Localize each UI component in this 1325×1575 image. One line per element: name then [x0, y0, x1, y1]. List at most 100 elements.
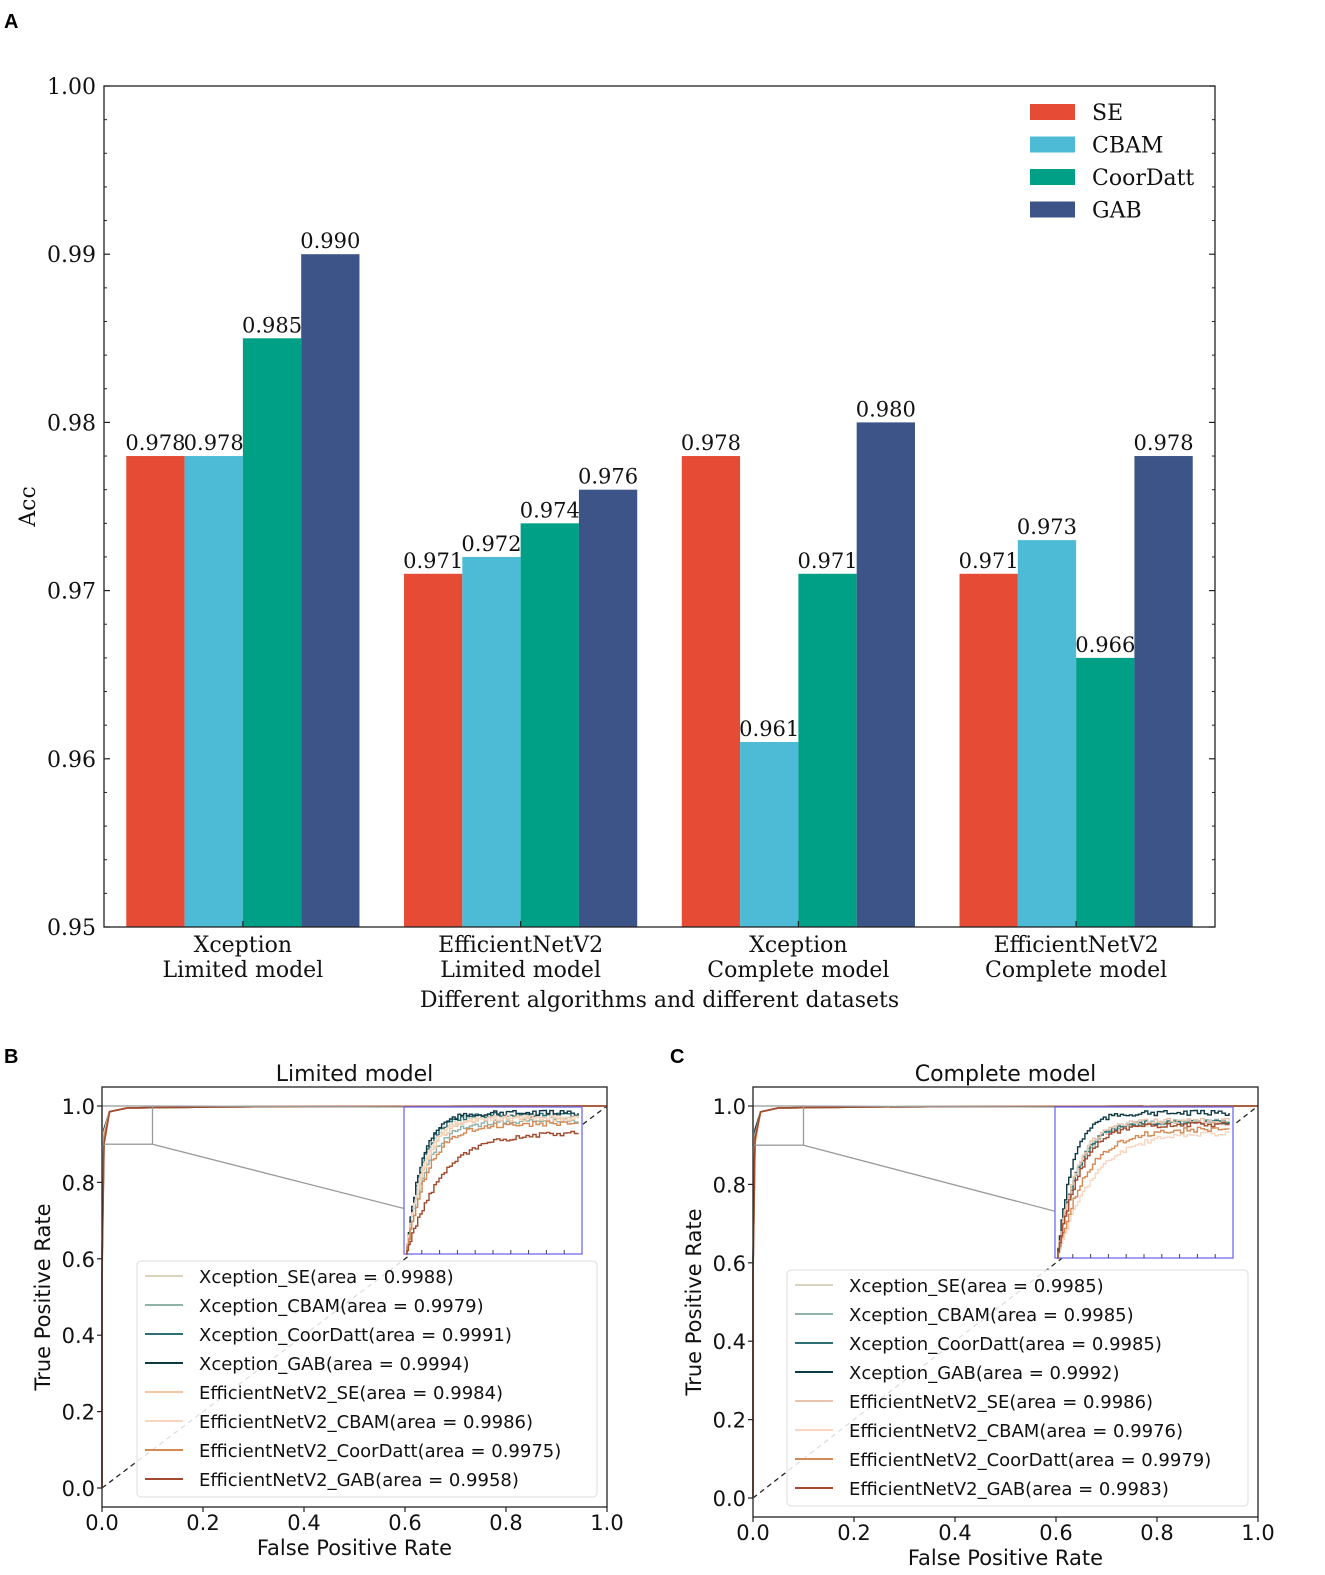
legend-label: EfficientNetV2_GAB(area = 0.9958) — [199, 1470, 519, 1491]
y-tick-label: 1.00 — [47, 75, 96, 100]
x-tick-label-line1: EfficientNetV2 — [994, 933, 1159, 958]
y-axis-label: Acc — [16, 486, 41, 528]
legend-swatch-coordatt — [1030, 169, 1075, 185]
inset-roc-curve — [406, 1120, 579, 1255]
x-tick-label-line2: Limited model — [440, 958, 601, 983]
zoom-inset — [403, 1106, 583, 1255]
legend-label: EfficientNetV2_CoorDatt(area = 0.9975) — [199, 1441, 561, 1462]
data-label: 0.990 — [300, 229, 360, 253]
y-tick-label: 0.2 — [713, 1409, 746, 1433]
bar-cbam-0 — [184, 456, 243, 927]
y-tick-label: 1.0 — [713, 1095, 746, 1119]
data-label: 0.961 — [739, 717, 799, 741]
legend-label: Xception_CBAM(area = 0.9979) — [199, 1296, 484, 1317]
legend-label: EfficientNetV2_GAB(area = 0.9983) — [849, 1479, 1169, 1500]
bar-cbam-2 — [740, 741, 799, 927]
data-label: 0.978 — [1134, 431, 1194, 455]
bar-gab-1 — [578, 489, 638, 927]
zoom-connector — [152, 1105, 405, 1108]
inset-roc-curve — [1057, 1126, 1230, 1259]
y-tick-label: 0.99 — [47, 243, 96, 268]
bar-gab-0 — [301, 254, 360, 927]
bar-coordatt-2 — [798, 573, 857, 927]
x-tick-label-line2: Complete model — [985, 958, 1167, 983]
x-tick-label: 0.2 — [837, 1521, 870, 1545]
bar-coordatt-1 — [520, 523, 579, 927]
inset-roc-curve — [1057, 1109, 1230, 1259]
x-tick-label: 0.0 — [736, 1521, 769, 1545]
legend-label: Xception_CoorDatt(area = 0.9985) — [849, 1334, 1162, 1355]
y-tick-label: 0.96 — [47, 748, 96, 773]
data-label: 0.966 — [1075, 633, 1135, 657]
legend-swatch-se — [1030, 104, 1075, 120]
bar-gab-3 — [1134, 456, 1193, 927]
y-tick-label: 0.4 — [713, 1330, 746, 1354]
x-tick-label: 0.8 — [1140, 1521, 1173, 1545]
bar-cbam-3 — [1017, 540, 1077, 927]
plot-frame — [101, 1086, 608, 1508]
data-label: 0.973 — [1017, 515, 1077, 539]
legend-swatch-gab — [1030, 201, 1075, 218]
plot-frame — [103, 85, 1216, 928]
x-tick-label: 1.0 — [1241, 1521, 1274, 1545]
x-tick-label: 0.8 — [489, 1511, 522, 1535]
bar-se-2 — [681, 456, 741, 927]
legend-label: Xception_GAB(area = 0.9992) — [849, 1363, 1120, 1384]
data-label: 0.974 — [520, 498, 580, 522]
y-tick-label: 0.8 — [62, 1171, 95, 1195]
bar-se-1 — [404, 573, 463, 927]
data-label: 0.976 — [578, 465, 638, 489]
y-axis-label: True Positive Rate — [31, 1203, 55, 1391]
y-tick-label: 0.0 — [62, 1477, 95, 1501]
data-label: 0.980 — [856, 397, 916, 421]
inset-roc-curve — [406, 1109, 579, 1255]
legend-label: Xception_CoorDatt(area = 0.9991) — [199, 1325, 512, 1346]
legend-label: Xception_GAB(area = 0.9994) — [199, 1354, 470, 1375]
legend-box — [786, 1269, 1249, 1507]
bar-cbam-1 — [462, 556, 521, 927]
x-axis-label: False Positive Rate — [908, 1546, 1103, 1570]
legend-label: CoorDatt — [1092, 166, 1194, 191]
x-axis-label: False Positive Rate — [257, 1536, 452, 1560]
legend-label: EfficientNetV2_CoorDatt(area = 0.9979) — [849, 1450, 1211, 1471]
x-tick-label-line1: Xception — [749, 933, 847, 958]
inset-roc-curve — [1057, 1121, 1230, 1259]
y-tick-label: 0.8 — [713, 1173, 746, 1197]
y-tick-label: 0.0 — [713, 1487, 746, 1511]
bar-se-0 — [126, 456, 185, 927]
y-tick-label: 0.4 — [62, 1324, 95, 1348]
legend-label: CBAM — [1092, 134, 1163, 159]
x-tick-label: 0.4 — [938, 1521, 971, 1545]
data-label: 0.978 — [681, 431, 741, 455]
legend-label: Xception_CBAM(area = 0.9985) — [849, 1305, 1134, 1326]
panel-label-b: B — [4, 1046, 18, 1068]
legend-swatch-cbam — [1030, 136, 1075, 153]
x-tick-label: 0.6 — [1039, 1521, 1072, 1545]
y-tick-label: 0.95 — [47, 916, 96, 941]
y-tick-label: 0.97 — [47, 580, 96, 605]
roc-chart-limited: Limited model 0.0 0.2 0.4 0.6 0.8 1.0 0.0 0.2 0.4… — [31, 1062, 624, 1560]
data-label: 0.978 — [184, 431, 244, 455]
x-tick-label: 0.6 — [388, 1511, 421, 1535]
bar-gab-2 — [856, 422, 915, 927]
legend-label: EfficientNetV2_SE(area = 0.9986) — [849, 1392, 1153, 1413]
legend-label: SE — [1092, 101, 1123, 126]
chart-title: Limited model — [276, 1062, 434, 1087]
data-label: 0.971 — [959, 549, 1019, 573]
x-tick-label: 0.4 — [287, 1511, 320, 1535]
data-label: 0.971 — [797, 549, 857, 573]
x-tick-label: 0.2 — [186, 1511, 219, 1535]
inset-roc-curve — [1057, 1117, 1230, 1259]
chart-title: Complete model — [915, 1062, 1097, 1087]
legend-label: EfficientNetV2_SE(area = 0.9984) — [199, 1383, 503, 1404]
data-label: 0.985 — [242, 313, 302, 337]
bar-coordatt-0 — [242, 338, 302, 927]
legend-label: EfficientNetV2_CBAM(area = 0.9986) — [199, 1412, 533, 1433]
legend-label: GAB — [1092, 199, 1142, 224]
panel-label-c: C — [670, 1046, 684, 1068]
y-axis-label: True Positive Rate — [682, 1208, 706, 1396]
x-tick-label: 0.0 — [85, 1511, 118, 1535]
zoom-connector — [803, 1105, 1056, 1108]
x-axis-label: Different algorithms and different datas… — [420, 988, 899, 1013]
